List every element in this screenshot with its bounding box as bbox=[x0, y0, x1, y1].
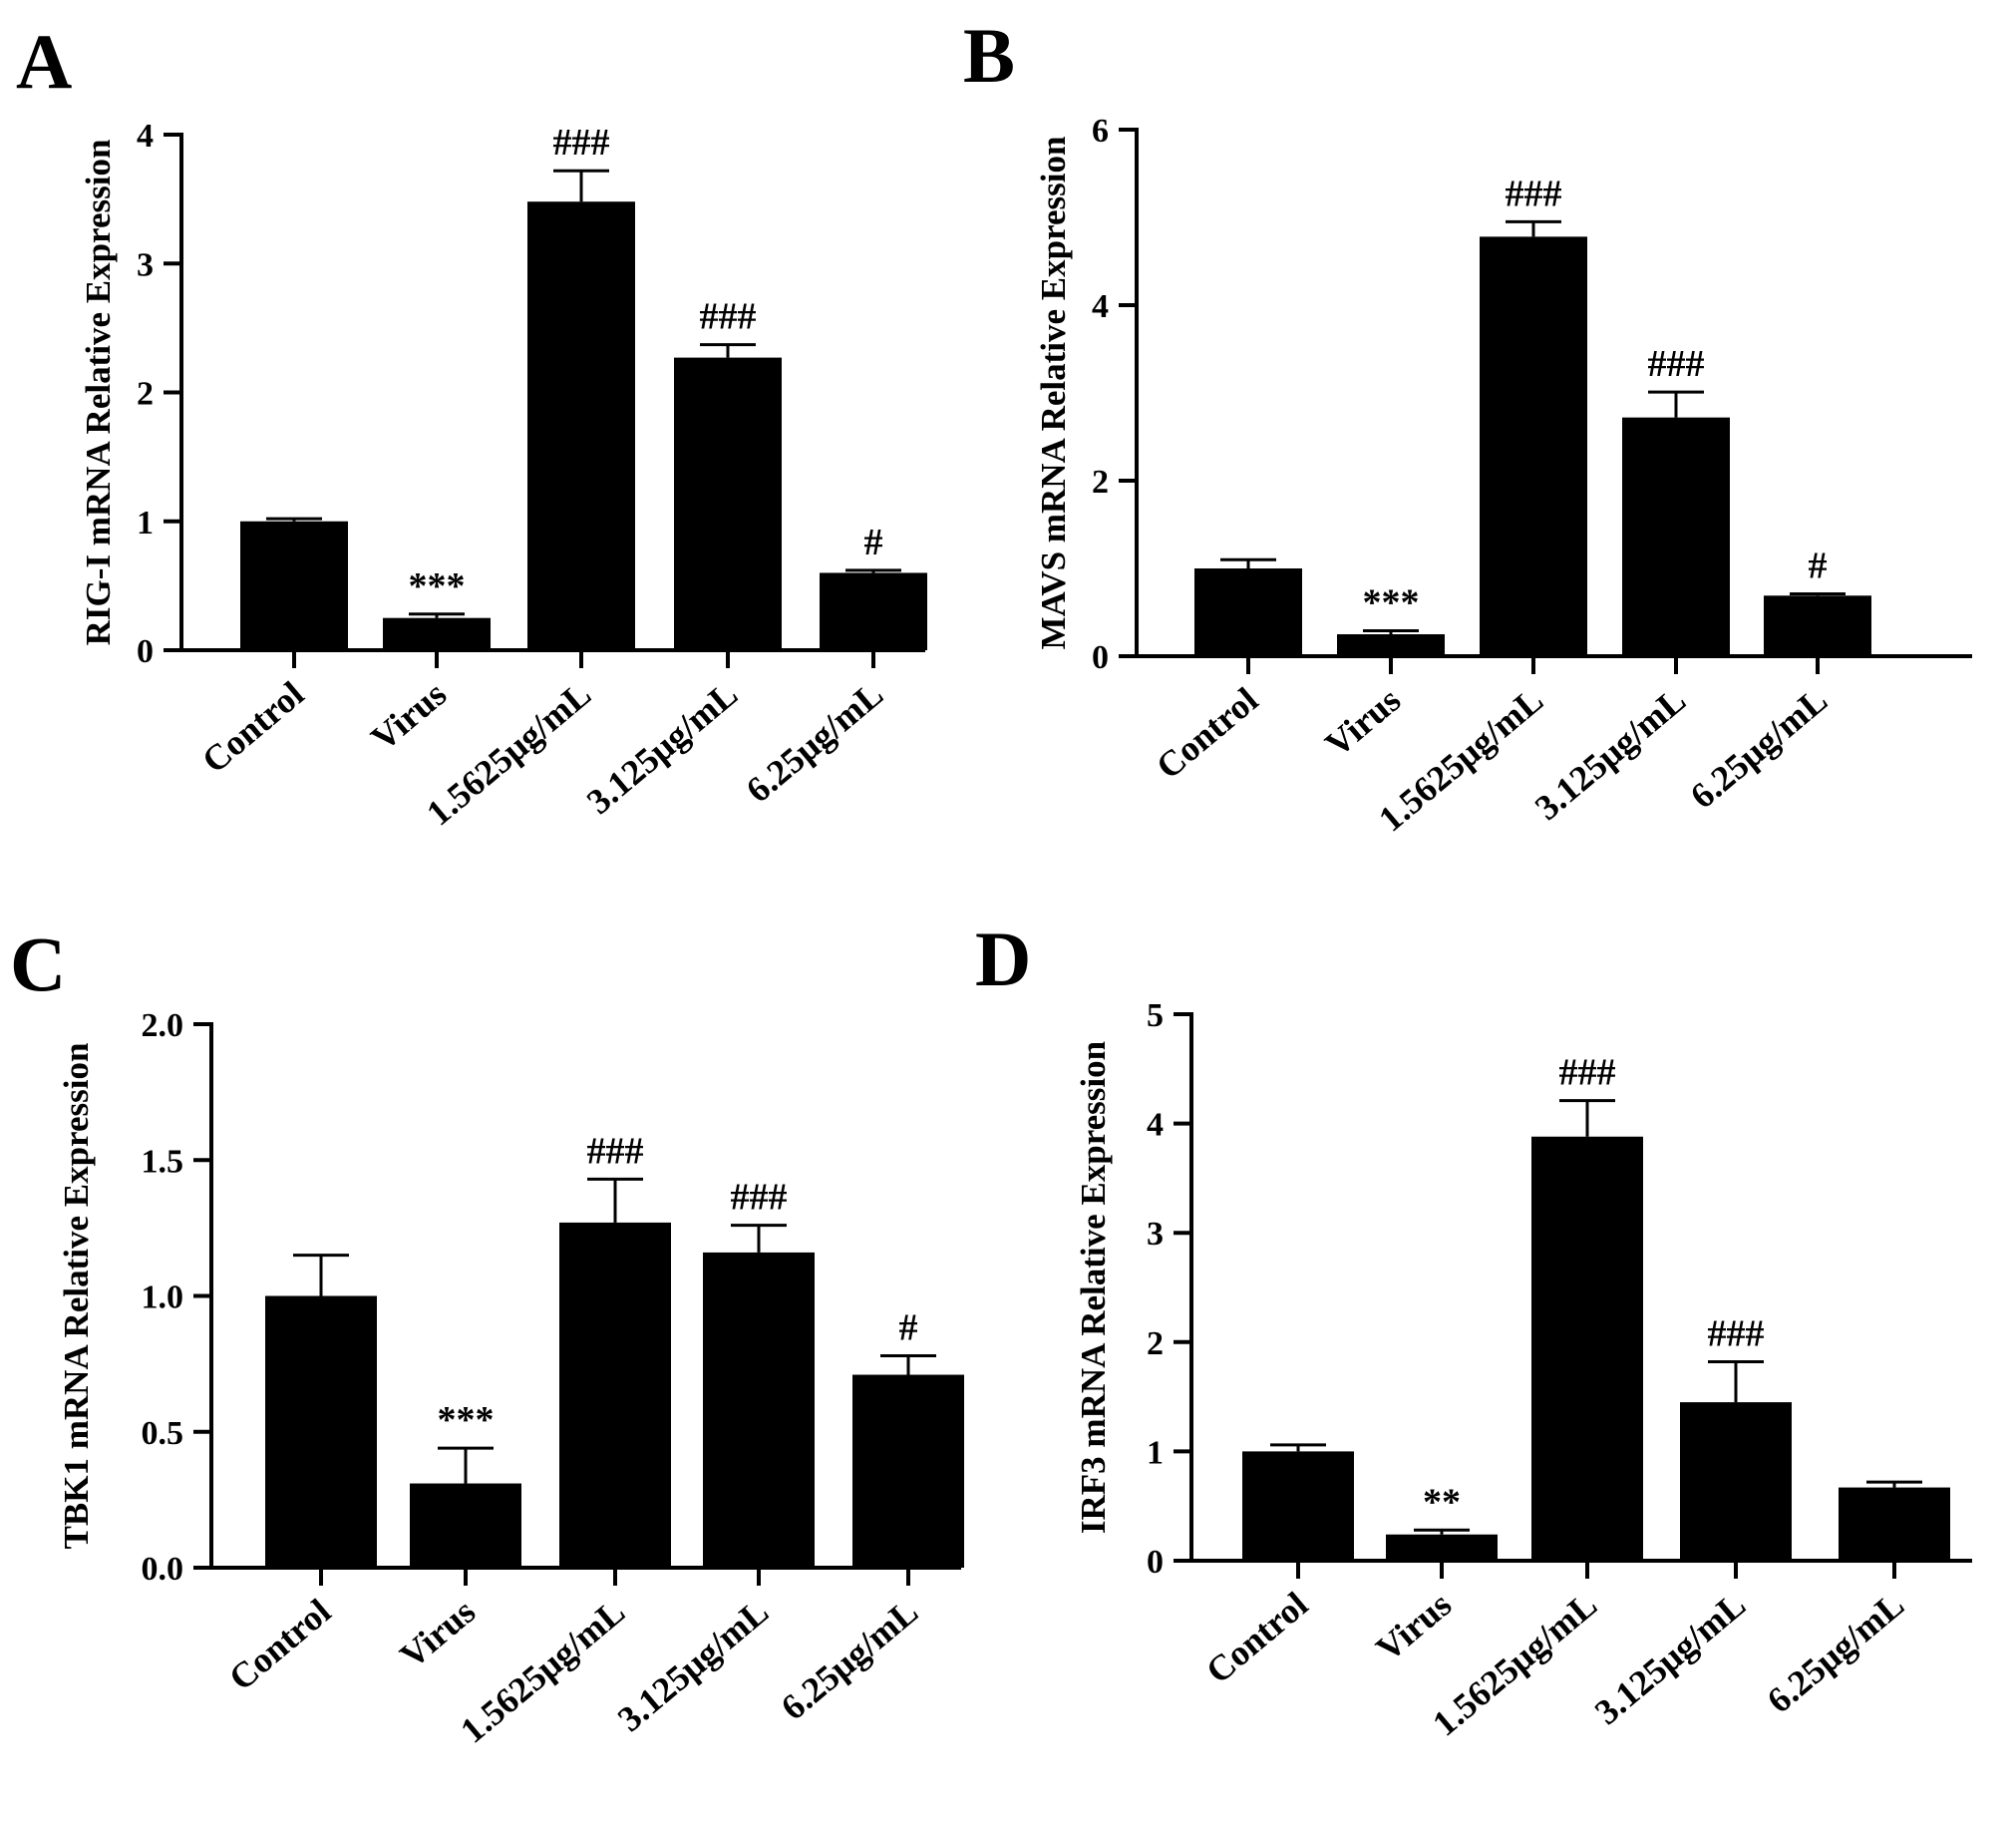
x-tick-label: 1.5625μg/mL bbox=[453, 1591, 632, 1750]
y-tick-label: 2.0 bbox=[142, 1007, 184, 1044]
bar-1 bbox=[265, 1295, 377, 1568]
y-tick-label: 2 bbox=[1092, 464, 1109, 501]
x-tick-label: 6.25μg/mL bbox=[1683, 679, 1835, 816]
y-tick-label: 1 bbox=[137, 505, 154, 542]
y-tick-label: 3 bbox=[1147, 1216, 1164, 1253]
bar-5 bbox=[852, 1374, 964, 1568]
panel-letter: D bbox=[975, 915, 1031, 1002]
significance-label: # bbox=[864, 522, 883, 563]
y-tick-label: 0 bbox=[137, 633, 154, 670]
bar-5 bbox=[820, 572, 927, 650]
bar-2 bbox=[383, 617, 491, 650]
y-tick-label: 5 bbox=[1147, 997, 1164, 1034]
bar-3 bbox=[1531, 1136, 1643, 1561]
significance-label: ### bbox=[1648, 343, 1705, 385]
y-tick-label: 1.0 bbox=[142, 1279, 184, 1316]
y-tick-label: 4 bbox=[137, 118, 154, 155]
y-tick-label: 4 bbox=[1147, 1107, 1164, 1144]
x-tick-label: Control bbox=[1149, 679, 1265, 786]
significance-label: ### bbox=[1559, 1052, 1616, 1094]
significance-label: ### bbox=[700, 296, 757, 338]
bar-2 bbox=[410, 1483, 521, 1568]
significance-label: ### bbox=[553, 122, 610, 164]
panel-a: A 0 1 2 3 4 RIG-I mRNA Relative Expression Cont… bbox=[16, 18, 927, 834]
x-tick-label: Virus bbox=[364, 673, 455, 758]
x-tick-label: Virus bbox=[1318, 679, 1409, 764]
x-tick-label: 6.25μg/mL bbox=[1760, 1584, 1911, 1720]
bar-4 bbox=[703, 1252, 815, 1568]
bar-1 bbox=[240, 521, 348, 650]
y-axis-title: TBK1 mRNA Relative Expression bbox=[57, 1043, 96, 1550]
y-axis-title: RIG-I mRNA Relative Expression bbox=[79, 140, 118, 646]
significance-label: ### bbox=[731, 1177, 788, 1219]
y-axis-title: IRF3 mRNA Relative Expression bbox=[1074, 1041, 1113, 1534]
panel-b: B 0 2 4 6 MAVS mRNA Relative Expression Contro… bbox=[963, 12, 1972, 840]
significance-label: ### bbox=[1506, 173, 1562, 214]
panel-letter: B bbox=[963, 12, 1015, 99]
bar-4 bbox=[1622, 417, 1730, 656]
bar-1 bbox=[1194, 568, 1302, 656]
y-tick-label: 3 bbox=[137, 246, 154, 283]
panel-c: C 0.0 0.5 1.0 1.5 2.0 TBK1 mRNA Relative Expre… bbox=[10, 920, 964, 1751]
significance-label: *** bbox=[438, 1399, 495, 1441]
y-tick-label: 0.0 bbox=[142, 1551, 184, 1588]
x-tick-label: Virus bbox=[393, 1591, 484, 1675]
bar-2 bbox=[1386, 1534, 1498, 1561]
y-tick-label: 0.5 bbox=[142, 1415, 184, 1452]
y-tick-label: 1.5 bbox=[142, 1143, 184, 1180]
x-tick-label: 3.125μg/mL bbox=[1587, 1584, 1753, 1732]
y-tick-label: 0 bbox=[1147, 1544, 1164, 1581]
x-tick-label: 3.125μg/mL bbox=[579, 673, 745, 822]
bar-1 bbox=[1242, 1451, 1354, 1561]
bar-3 bbox=[1480, 236, 1587, 657]
x-tick-label: 3.125μg/mL bbox=[1527, 679, 1693, 828]
bar-4 bbox=[674, 357, 782, 650]
panel-d: D 0 1 2 3 4 5 IRF3 mRNA Relative Expression Cont… bbox=[975, 915, 1972, 1744]
y-tick-label: 4 bbox=[1092, 288, 1109, 325]
x-tick-label: 6.25μg/mL bbox=[739, 673, 890, 810]
bar-3 bbox=[559, 1222, 671, 1568]
x-tick-label: 3.125μg/mL bbox=[610, 1591, 776, 1739]
significance-label: # bbox=[1809, 546, 1828, 587]
y-tick-label: 2 bbox=[1147, 1325, 1164, 1362]
bar-4 bbox=[1680, 1402, 1792, 1561]
x-tick-label: Control bbox=[194, 673, 311, 780]
bar-2 bbox=[1337, 634, 1445, 656]
bar-3 bbox=[527, 201, 635, 650]
significance-label: # bbox=[899, 1306, 918, 1348]
bar-5 bbox=[1764, 595, 1871, 656]
bar-5 bbox=[1839, 1487, 1950, 1561]
significance-label: ### bbox=[1708, 1313, 1765, 1355]
panel-letter: A bbox=[16, 18, 72, 105]
y-tick-label: 0 bbox=[1092, 639, 1109, 676]
y-tick-label: 1 bbox=[1147, 1434, 1164, 1471]
panel-letter: C bbox=[10, 920, 66, 1007]
y-tick-label: 2 bbox=[137, 376, 154, 413]
x-tick-label: Control bbox=[1198, 1584, 1315, 1690]
x-tick-label: 6.25μg/mL bbox=[774, 1591, 925, 1727]
y-axis-title: MAVS mRNA Relative Expression bbox=[1034, 137, 1073, 650]
y-tick-label: 6 bbox=[1092, 113, 1109, 150]
significance-label: ** bbox=[1423, 1481, 1461, 1523]
significance-label: *** bbox=[409, 565, 466, 607]
significance-label: ### bbox=[587, 1130, 644, 1172]
x-tick-label: Control bbox=[221, 1591, 338, 1697]
significance-label: *** bbox=[1363, 581, 1420, 623]
x-tick-label: Virus bbox=[1369, 1584, 1460, 1668]
